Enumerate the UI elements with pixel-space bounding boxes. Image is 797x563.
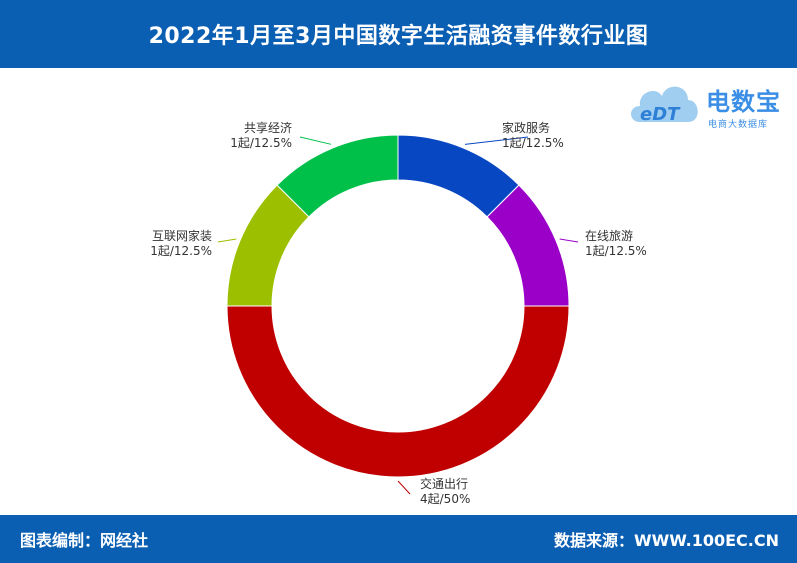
chart-title: 2022年1月至3月中国数字生活融资事件数行业图 — [148, 24, 649, 49]
slice-label-name-0: 家政服务 — [502, 120, 550, 135]
logo-badge-text: eDT — [640, 104, 681, 125]
slice-label-value-1: 1起/12.5% — [585, 244, 647, 258]
leader-line-4 — [299, 136, 332, 145]
donut-slices — [226, 134, 570, 478]
slice-label-value-0: 1起/12.5% — [502, 136, 564, 150]
slice-label-name-1: 在线旅游 — [585, 229, 633, 243]
footer-credit: 图表编制：网经社 — [20, 531, 149, 550]
donut-chart: 家政服务1起/12.5%在线旅游1起/12.5%交通出行4起/50%互联网家装1… — [150, 120, 647, 506]
slice-label-name-2: 交通出行 — [420, 476, 468, 491]
cloud-logo-icon: eDT — [631, 86, 698, 125]
slice-label-value-2: 4起/50% — [420, 492, 470, 506]
slice-labels: 家政服务1起/12.5%在线旅游1起/12.5%交通出行4起/50%互联网家装1… — [150, 120, 647, 506]
chart-header: 2022年1月至3月中国数字生活融资事件数行业图 — [0, 0, 797, 68]
leader-line-1 — [559, 238, 579, 243]
slice-2 — [226, 305, 570, 478]
chart-footer: 图表编制：网经社 数据来源：WWW.100EC.CN — [0, 515, 797, 563]
slice-label-name-4: 共享经济 — [244, 120, 292, 135]
slice-4 — [276, 134, 399, 218]
logo-main-text: 电数宝 — [706, 88, 781, 116]
slice-label-value-3: 1起/12.5% — [150, 244, 212, 258]
slice-label-value-4: 1起/12.5% — [230, 136, 292, 150]
leader-line-0 — [464, 136, 529, 145]
leader-line-2 — [397, 480, 411, 495]
slice-label-name-3: 互联网家装 — [152, 228, 212, 243]
leader-line-3 — [217, 238, 237, 243]
footer-source: 数据来源：WWW.100EC.CN — [553, 531, 779, 550]
brand-logo: eDT 电数宝 电商大数据库 — [626, 72, 794, 134]
logo-sub-text: 电商大数据库 — [708, 120, 769, 130]
